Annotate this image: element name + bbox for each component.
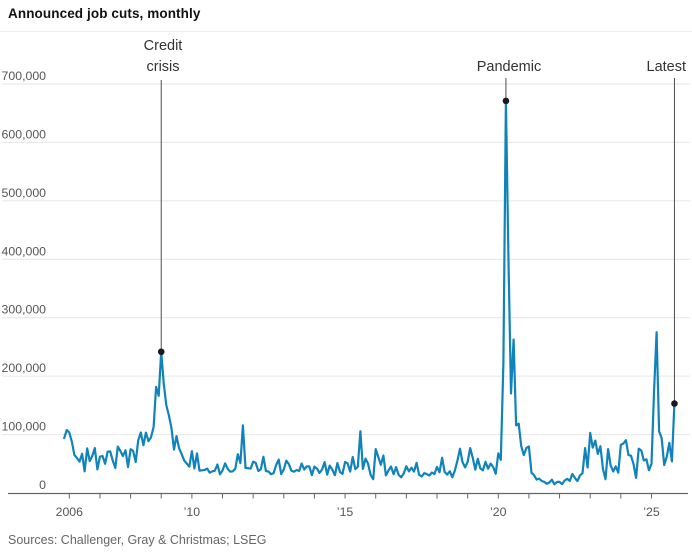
x-axis-label: ’10 [184,505,201,519]
annotation-latest: Latest [646,59,687,75]
x-axis-label: ’20 [490,505,507,519]
y-axis-label: 0 [39,478,46,492]
annotation-dot [157,348,165,356]
data-line [63,99,676,486]
x-axis-label: 2006 [56,505,84,519]
title-rule [0,31,692,32]
y-axis-label: 500,000 [2,186,47,200]
y-axis-label: 700,000 [2,69,47,83]
y-axis-label: 300,000 [2,303,47,317]
annotation-dot [671,400,678,407]
annotation-pandemic: Pandemic [476,59,542,75]
y-axis-label: 100,000 [2,420,47,434]
chart-title: Announced job cuts, monthly [8,6,201,21]
y-axis-label: 600,000 [2,127,47,141]
x-axis-label: ’15 [337,505,354,519]
y-axis-label: 400,000 [2,244,47,258]
annotation-credit-crisis: Credit crisis [143,38,183,75]
annotation-dot [502,97,510,105]
x-axis-label: ’25 [643,505,660,519]
source-credit: Sources: Challenger, Gray & Christmas; L… [8,533,267,547]
y-axis-label: 200,000 [2,361,47,375]
